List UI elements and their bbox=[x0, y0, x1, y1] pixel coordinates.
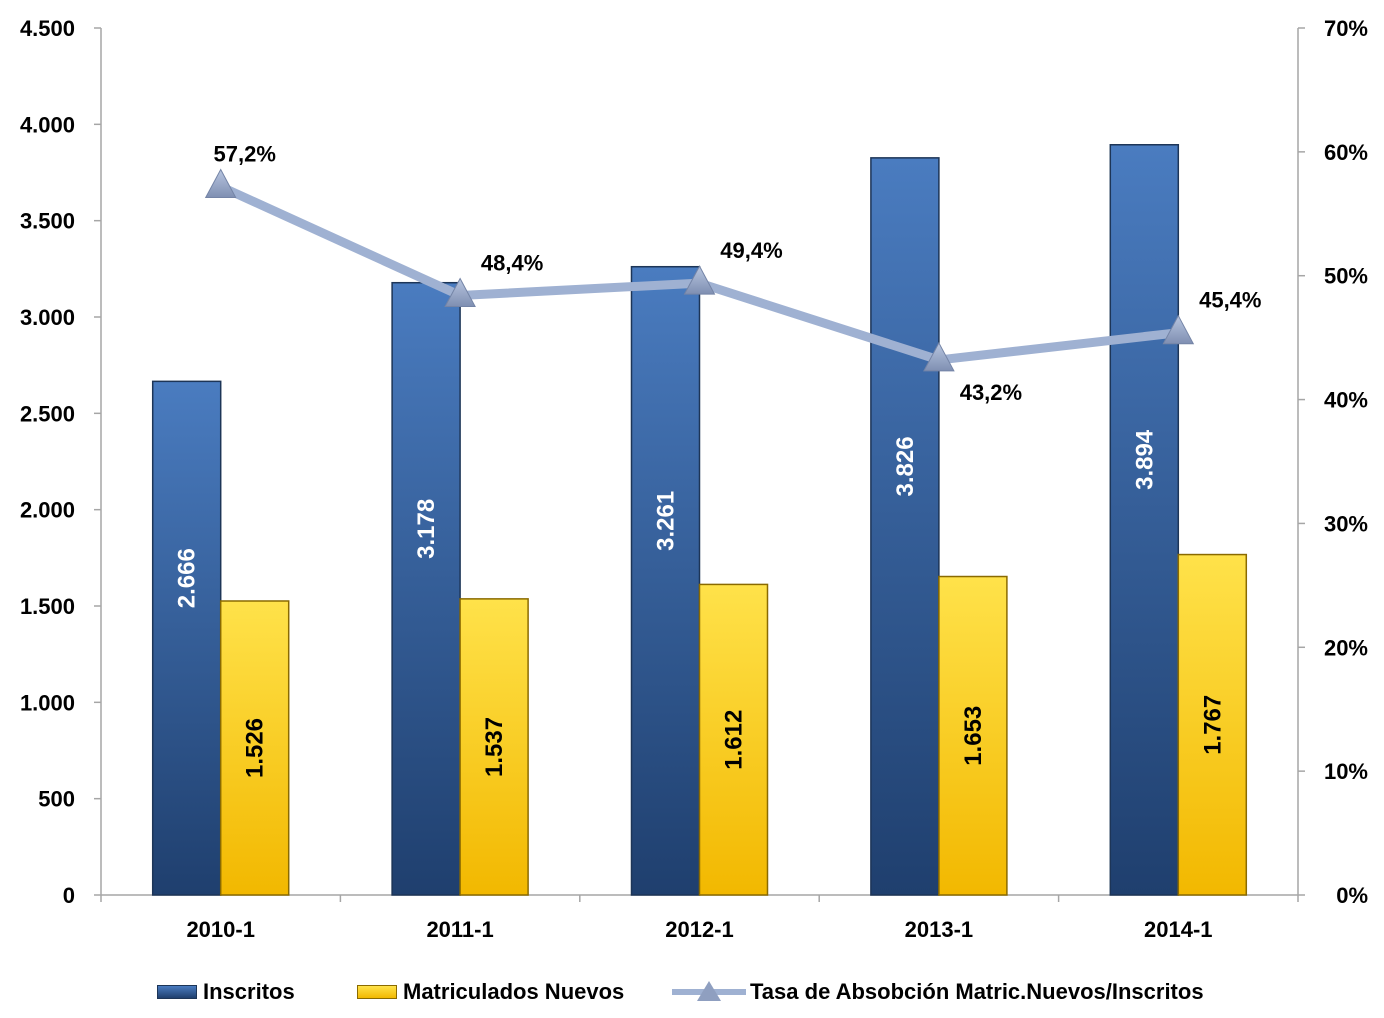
marker-tasa bbox=[923, 341, 955, 372]
chart-plot: 0 500 1.000 1.500 2.000 2.500 3.000 3.500 4.000 4… bbox=[20, 16, 1368, 942]
y-left-tick-label: 2.500 bbox=[20, 401, 75, 426]
x-tick-label: 2012-1 bbox=[665, 917, 734, 942]
bar-label-inscritos: 3.261 bbox=[653, 491, 680, 551]
legend: Inscritos Matriculados Nuevos Tasa de Ab… bbox=[0, 972, 1384, 1012]
bar-inscritos bbox=[630, 265, 701, 896]
y-right-tick-label: 20% bbox=[1324, 635, 1368, 660]
x-tick-label: 2014-1 bbox=[1144, 917, 1213, 942]
x-tick-label: 2011-1 bbox=[426, 917, 493, 942]
data-label-tasa: 49,4% bbox=[720, 238, 782, 263]
bar-label-matriculados: 1.526 bbox=[242, 718, 269, 778]
data-label-tasa: 45,4% bbox=[1199, 288, 1261, 313]
y-right-tick-label: 50% bbox=[1324, 264, 1368, 289]
y-right-tick-label: 30% bbox=[1324, 511, 1368, 536]
y-right-tick-label: 60% bbox=[1324, 140, 1368, 165]
data-label-tasa: 48,4% bbox=[481, 251, 543, 276]
y-left-tick-label: 4.000 bbox=[20, 112, 75, 137]
legend-item-tasa: Tasa de Absobción Matric.Nuevos/Inscrito… bbox=[672, 972, 1204, 1012]
bar-label-matriculados: 1.767 bbox=[1199, 695, 1226, 755]
x-tick-label: 2013-1 bbox=[905, 917, 974, 942]
data-label-tasa: 57,2% bbox=[214, 142, 276, 167]
bar-matriculados bbox=[698, 583, 769, 896]
legend-label-matriculados: Matriculados Nuevos bbox=[403, 979, 625, 1004]
bar-matriculados bbox=[219, 600, 290, 896]
bar-inscritos bbox=[1109, 144, 1180, 896]
y-right-tick-label: 0% bbox=[1336, 883, 1368, 908]
data-label-tasa: 43,2% bbox=[960, 380, 1022, 405]
y-right-tick-label: 70% bbox=[1324, 16, 1368, 41]
y-right-tick-label: 40% bbox=[1324, 388, 1368, 413]
marker-tasa bbox=[1162, 314, 1195, 345]
y-left-tick-label: 3.000 bbox=[20, 305, 75, 330]
legend-swatch-matriculados bbox=[357, 985, 397, 999]
legend-label-tasa: Tasa de Absobción Matric.Nuevos/Inscrito… bbox=[750, 979, 1204, 1004]
bar-inscritos bbox=[870, 157, 940, 896]
bar-label-matriculados: 1.612 bbox=[721, 710, 748, 770]
y-right-tick-label: 10% bbox=[1324, 759, 1368, 784]
bar-label-inscritos: 2.666 bbox=[174, 548, 201, 608]
marker-tasa bbox=[204, 168, 237, 199]
bar-matriculados bbox=[1177, 553, 1248, 896]
y-left-tick-label: 4.500 bbox=[20, 16, 75, 41]
y-left-tick-label: 1.000 bbox=[20, 690, 75, 715]
legend-label-inscritos: Inscritos bbox=[203, 979, 295, 1004]
legend-item-matriculados: Matriculados Nuevos bbox=[357, 972, 624, 1012]
bar-matriculados bbox=[459, 598, 529, 896]
y-left-tick-label: 0 bbox=[63, 883, 75, 908]
bar-matriculados bbox=[938, 575, 1008, 896]
marker-tasa bbox=[444, 277, 476, 308]
bar-inscritos bbox=[151, 380, 222, 896]
bar-label-matriculados: 1.653 bbox=[960, 706, 987, 766]
bar-label-inscritos: 3.894 bbox=[1131, 429, 1158, 490]
x-tick-label: 2010-1 bbox=[186, 917, 255, 942]
legend-swatch-tasa bbox=[672, 980, 746, 1004]
y-left-tick-label: 2.000 bbox=[20, 498, 75, 523]
y-left-tick-label: 500 bbox=[38, 787, 75, 812]
bar-label-inscritos: 3.826 bbox=[892, 436, 919, 496]
bar-label-matriculados: 1.537 bbox=[481, 717, 508, 777]
y-left-tick-label: 3.500 bbox=[20, 209, 75, 234]
y-left-tick-label: 1.500 bbox=[20, 594, 75, 619]
bar-label-inscritos: 3.178 bbox=[413, 499, 440, 559]
legend-swatch-inscritos bbox=[157, 985, 197, 999]
legend-item-inscritos: Inscritos bbox=[157, 972, 295, 1012]
bar-inscritos bbox=[391, 281, 461, 896]
marker-tasa bbox=[683, 265, 716, 295]
